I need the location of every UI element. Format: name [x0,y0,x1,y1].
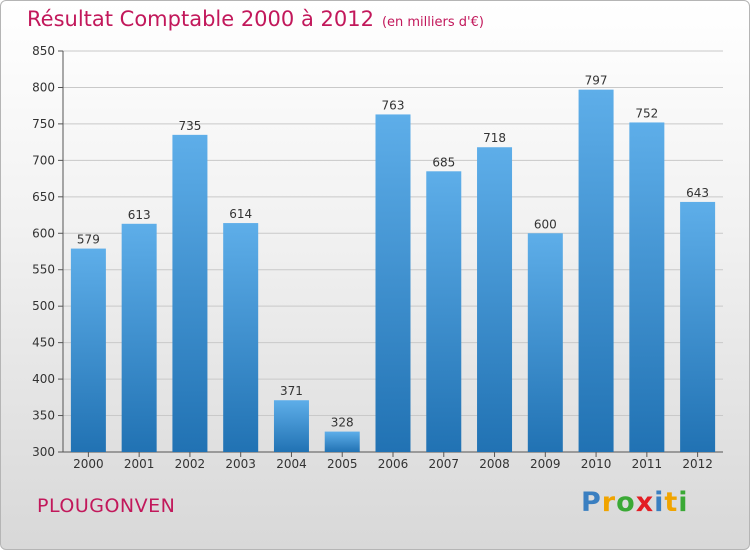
x-tick-label: 2002 [175,457,206,471]
logo-letter: t [664,487,679,518]
bar-2004 [273,400,309,452]
x-tick-label: 2006 [378,457,409,471]
bar-value-label: 752 [635,106,658,120]
bar-2003 [223,223,259,452]
y-tick-label: 500 [32,299,55,313]
y-tick-label: 550 [32,263,55,277]
bar-2012 [680,201,716,452]
bar-value-label: 614 [229,207,252,221]
bar-value-label: 718 [483,131,506,145]
proxiti-logo[interactable]: Proxiti [581,487,689,518]
bar-value-label: 643 [686,186,709,200]
bar-value-label: 579 [77,233,100,247]
bar-2007 [426,171,462,453]
chart-title-text: Résultat Comptable 2000 à 2012 [27,7,374,31]
bar-2008 [477,147,513,453]
logo-letter: o [616,487,636,518]
bar-2000 [70,248,106,452]
logo-letter: x [635,487,655,518]
bar-value-label: 613 [128,208,151,222]
x-tick-label: 2001 [124,457,155,471]
y-tick-label: 850 [32,44,55,58]
x-tick-label: 2004 [276,457,307,471]
x-tick-label: 2005 [327,457,358,471]
y-tick-label: 600 [32,226,55,240]
x-tick-label: 2007 [428,457,459,471]
y-tick-label: 300 [32,445,55,459]
bar-value-label: 797 [585,74,608,88]
bar-2009 [527,233,563,452]
y-tick-label: 700 [32,153,55,167]
chart-title: Résultat Comptable 2000 à 2012 (en millie… [27,7,484,31]
x-tick-label: 2008 [479,457,510,471]
logo-letter: i [654,487,665,518]
location-name: PLOUGONVEN [37,495,176,517]
bar-2006 [375,114,411,452]
bar-2011 [629,122,665,452]
bar-value-label: 328 [331,416,354,430]
y-tick-label: 650 [32,190,55,204]
bar-value-label: 735 [178,119,201,133]
y-tick-label: 750 [32,117,55,131]
y-tick-label: 350 [32,409,55,423]
y-tick-label: 450 [32,336,55,350]
x-tick-label: 2009 [530,457,561,471]
x-tick-label: 2000 [73,457,104,471]
y-tick-label: 400 [32,372,55,386]
logo-letter: r [601,487,617,518]
x-tick-label: 2011 [632,457,663,471]
bar-2002 [172,134,208,452]
bar-value-label: 600 [534,217,557,231]
bar-2001 [121,223,157,452]
logo-letter: P [581,487,602,518]
bar-value-label: 685 [432,155,455,169]
bar-value-label: 371 [280,384,303,398]
bar-value-label: 763 [382,98,405,112]
y-tick-label: 800 [32,80,55,94]
bar-2010 [578,89,614,452]
logo-letter: i [678,487,689,518]
bar-2005 [324,431,360,452]
x-tick-label: 2012 [682,457,713,471]
x-tick-label: 2010 [581,457,612,471]
chart-subtitle: (en milliers d'€) [381,15,484,30]
x-tick-label: 2003 [225,457,256,471]
